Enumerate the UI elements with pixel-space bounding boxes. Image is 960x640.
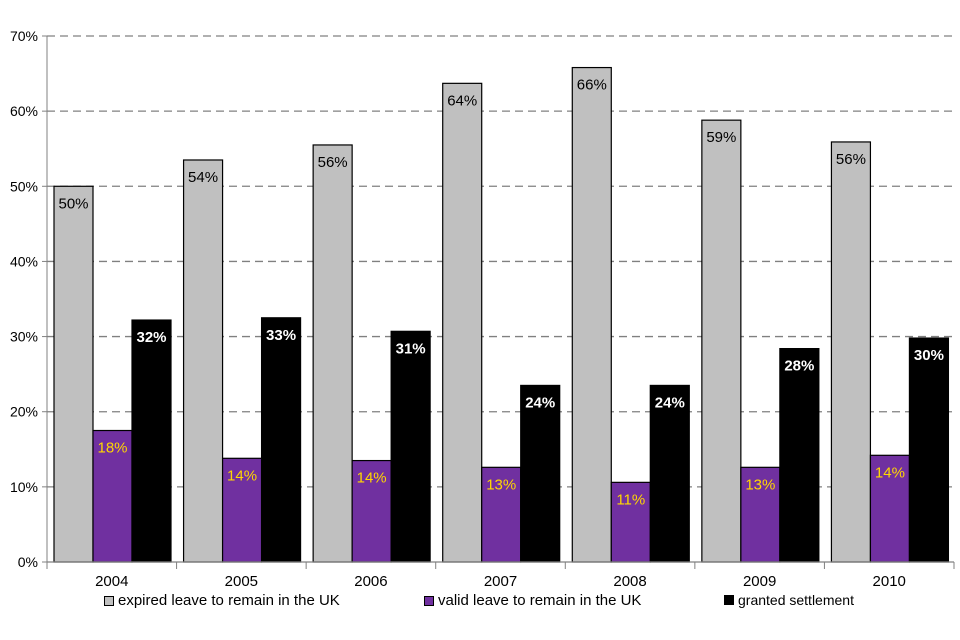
- bar-data-label: 59%: [706, 129, 736, 146]
- bar-2-2004: [131, 319, 172, 563]
- y-tick-label: 70%: [10, 28, 38, 44]
- bar-data-label: 24%: [525, 394, 555, 411]
- legend-label-settlement: granted settlement: [738, 592, 854, 608]
- bar-data-label: 28%: [784, 358, 814, 375]
- bar-data-label: 13%: [486, 476, 516, 493]
- bar-data-label: 13%: [745, 476, 775, 493]
- bar-data-label: 31%: [396, 340, 426, 357]
- x-tick-label: 2009: [743, 573, 776, 590]
- bar-0-2010: [830, 141, 872, 563]
- legend: expired leave to remain in the UK valid …: [0, 588, 960, 616]
- bar-1-2005: [221, 457, 263, 563]
- bar-data-label: 56%: [836, 151, 866, 168]
- y-tick-label: 50%: [10, 178, 38, 194]
- y-tick-label: 0%: [18, 554, 38, 570]
- x-tick-label: 2005: [225, 573, 258, 590]
- bar-2-2007: [520, 384, 561, 563]
- bar-data-label: 66%: [577, 77, 607, 94]
- y-tick-label: 10%: [10, 479, 38, 495]
- bar-2-2009: [779, 347, 820, 563]
- bar-data-label: 56%: [318, 154, 348, 171]
- bar-data-label: 14%: [357, 470, 387, 487]
- y-axis: 0% 10% 20% 30% 40% 50% 60% 70%: [10, 28, 48, 570]
- bar-1-2010: [869, 454, 911, 563]
- bar-data-label: 11%: [616, 491, 645, 508]
- bar-data-label: 14%: [875, 464, 905, 481]
- legend-label-expired: expired leave to remain in the UK: [118, 592, 340, 609]
- y-tick-label: 30%: [10, 329, 38, 345]
- bar-data-label: 50%: [58, 195, 88, 212]
- legend-swatch-valid: [424, 595, 434, 606]
- bar-data-label: 64%: [447, 92, 477, 109]
- bar-data-label: 32%: [136, 329, 166, 346]
- bar-0-2009: [701, 119, 742, 563]
- bar-data-label: 14%: [227, 467, 257, 484]
- bar-0-2006: [312, 144, 353, 563]
- bar-0-2007: [442, 82, 483, 563]
- x-axis: 2004 2005 2006 2007 2008 2009 2010: [46, 561, 955, 590]
- bar-0-2005: [182, 159, 224, 563]
- bar-data-label: 18%: [97, 440, 127, 457]
- y-tick-label: 20%: [10, 404, 38, 420]
- x-tick-label: 2006: [354, 573, 387, 590]
- bar-2-2010: [908, 337, 950, 563]
- bar-1-2004: [92, 429, 133, 563]
- bar-data-label: 24%: [655, 394, 685, 411]
- x-tick-label: 2010: [873, 573, 906, 590]
- legend-swatch-expired: [104, 595, 114, 606]
- bar-data-labels: 50% 18% 32% 54% 14% 33% 56% 14% 31% 64% 13% 24% 66% 1…: [58, 77, 943, 509]
- legend-item-settlement: granted settlement: [724, 592, 854, 608]
- bar-0-2008: [571, 66, 612, 563]
- bar-2-2008: [649, 384, 690, 563]
- x-tick-label: 2008: [613, 573, 646, 590]
- legend-swatch-settlement: [724, 595, 734, 605]
- bar-data-label: 54%: [188, 169, 218, 186]
- bar-chart: 0% 10% 20% 30% 40% 50% 60% 70% 50% 18% 32% 54% 14% 3…: [10, 28, 955, 590]
- x-tick-label: 2007: [484, 573, 517, 590]
- bars: [53, 66, 950, 563]
- bar-2-2005: [260, 317, 302, 563]
- legend-item-valid: valid leave to remain in the UK: [424, 592, 641, 609]
- bar-data-label: 30%: [914, 347, 944, 364]
- legend-label-valid: valid leave to remain in the UK: [438, 592, 642, 609]
- bar-2-2006: [390, 330, 431, 563]
- bar-data-label: 33%: [266, 327, 296, 344]
- bar-0-2004: [53, 185, 94, 563]
- x-tick-label: 2004: [95, 573, 128, 590]
- y-tick-label: 60%: [10, 103, 38, 119]
- y-tick-label: 40%: [10, 253, 38, 269]
- legend-item-expired: expired leave to remain in the UK: [104, 592, 340, 609]
